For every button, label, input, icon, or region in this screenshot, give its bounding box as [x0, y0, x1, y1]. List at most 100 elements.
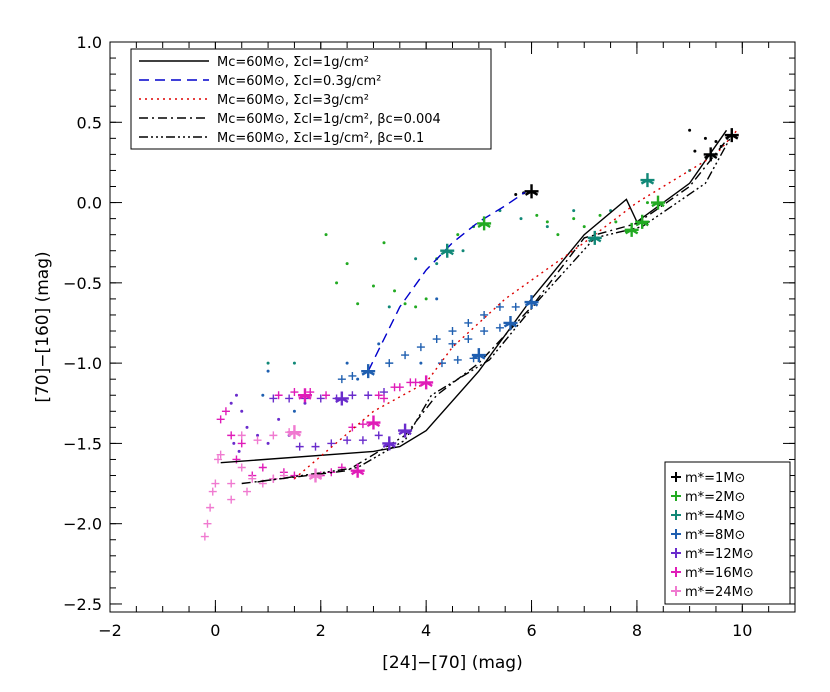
data-point [227, 431, 236, 440]
y-tick-label: −2.0 [63, 515, 102, 534]
data-point [277, 417, 281, 421]
legend-marker [671, 586, 681, 596]
data-point [448, 339, 457, 348]
data-point [556, 233, 560, 237]
data-point [343, 436, 352, 445]
y-axis-label: [70]−[160] (mag) [33, 251, 53, 402]
data-point [545, 225, 549, 229]
y-tick-label: −0.5 [63, 274, 102, 293]
x-axis-label: [24]−[70] (mag) [382, 653, 522, 673]
legend-label: m*=2M⊙ [685, 490, 745, 505]
data-point [348, 391, 357, 400]
legend-tracks: Mc=60M⊙, Σcl=1g/cm² Mc=60M⊙, Σcl=0.3g/cm²… [130, 48, 492, 150]
legend-label: m*=24M⊙ [685, 585, 754, 600]
data-point [511, 302, 520, 311]
data-point [582, 225, 586, 229]
data-point [266, 441, 270, 445]
data-point [598, 213, 602, 217]
data-point [693, 149, 697, 153]
star-marker [471, 348, 486, 363]
data-point [464, 335, 473, 344]
data-point [435, 297, 439, 301]
data-point [221, 407, 230, 416]
legend-label: m*=8M⊙ [685, 528, 745, 543]
data-point [269, 431, 278, 440]
data-point [237, 431, 246, 440]
data-point [232, 441, 236, 445]
data-point [374, 391, 383, 400]
data-point [324, 233, 328, 237]
data-point [292, 409, 296, 413]
data-point [290, 388, 299, 397]
data-point [480, 327, 489, 336]
track-line [241, 133, 733, 485]
data-point [401, 351, 410, 360]
data-point [356, 302, 360, 306]
data-point [237, 463, 246, 472]
track-line [367, 190, 527, 372]
star-marker [382, 436, 397, 451]
data-point [572, 217, 576, 221]
data-point [303, 401, 307, 405]
star-marker [651, 195, 665, 210]
data-point [387, 305, 391, 309]
data-point [337, 375, 346, 384]
legend-masses-box [664, 461, 791, 605]
legend-marker [671, 548, 681, 558]
data-point [256, 433, 260, 437]
data-point [253, 436, 262, 445]
data-point [258, 463, 267, 472]
legend-tracks-box [130, 48, 492, 150]
data-point [266, 369, 270, 373]
legend-marker [671, 567, 681, 577]
legend-masses: m*=1M⊙ m*=2M⊙ m*=4M⊙ m*=8M⊙ m*=12M⊙ m*=16M⊙ m*… [664, 461, 791, 605]
data-point [514, 193, 518, 197]
data-point [461, 249, 465, 253]
data-point [453, 355, 462, 364]
data-point [229, 401, 233, 405]
data-point [216, 415, 225, 424]
data-point [371, 284, 375, 288]
data-point [703, 136, 707, 140]
data-point [322, 391, 331, 400]
x-tick-label: 2 [316, 621, 326, 640]
data-point [714, 140, 718, 144]
data-point [464, 318, 473, 327]
data-point [424, 297, 428, 301]
data-point [227, 479, 236, 488]
data-point [200, 532, 209, 541]
data-point [414, 305, 418, 309]
star-marker [524, 295, 539, 310]
data-point [269, 394, 278, 403]
legend-label: Mc=60M⊙, Σcl=1g/cm², βc=0.1 [217, 131, 424, 146]
data-marks [200, 128, 739, 541]
data-point [432, 335, 441, 344]
data-point [206, 503, 215, 512]
star-marker [635, 214, 650, 229]
data-point [203, 519, 212, 528]
legend-marker [671, 491, 681, 501]
star-marker [703, 147, 718, 162]
star-marker [624, 222, 639, 237]
data-point [480, 310, 489, 319]
data-point [380, 394, 388, 403]
star-marker [297, 388, 312, 403]
y-tick-label: −2.5 [63, 595, 102, 614]
star-marker [587, 230, 602, 245]
data-point [419, 361, 423, 365]
data-point [688, 128, 692, 132]
star-marker [440, 243, 455, 258]
y-tick-label: 1.0 [77, 33, 102, 52]
data-point [316, 394, 325, 403]
data-point [295, 442, 304, 451]
x-tick-label: 4 [421, 621, 431, 640]
data-point [234, 393, 238, 397]
data-point [266, 361, 270, 365]
data-point [535, 213, 539, 217]
data-point [377, 342, 381, 346]
data-point [274, 391, 283, 400]
star-marker [640, 173, 655, 188]
star-marker [419, 375, 434, 390]
y-tick-label: −1.0 [63, 354, 102, 373]
data-point [240, 409, 244, 413]
